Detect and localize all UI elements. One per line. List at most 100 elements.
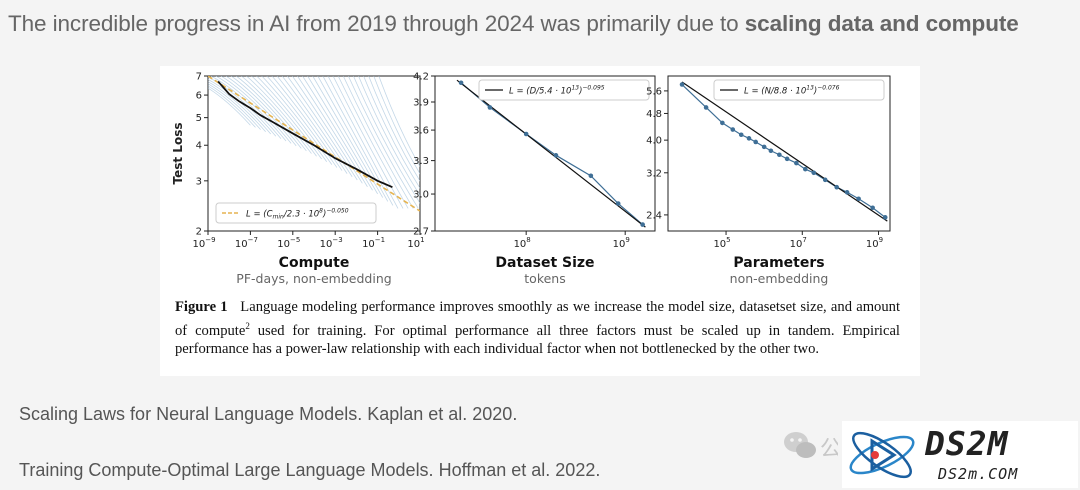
reference-kaplan: Scaling Laws for Neural Language Models.… [19, 404, 518, 424]
data-point [856, 196, 861, 202]
headline-emphasis: scaling data and compute [744, 11, 1019, 36]
data-point [777, 152, 782, 158]
learning-curve [342, 76, 414, 209]
data-point [870, 205, 875, 211]
legend-label: L = (D/5.4 · 1013)−0.095 [509, 85, 605, 97]
data-point [523, 131, 529, 137]
wechat-watermark: 公 [782, 426, 842, 466]
learning-curve [281, 76, 353, 177]
learning-curve [231, 76, 302, 149]
y-tick-label: 3.2 [646, 168, 662, 179]
learning-curve [337, 76, 409, 209]
y-tick-label: 3 [196, 176, 202, 187]
data-point [738, 132, 744, 138]
x-axis-title: Compute [279, 255, 350, 271]
data-point [794, 160, 799, 166]
reference-hoffman: Training Compute-Optimal Large Language … [19, 460, 601, 480]
learning-curve [251, 76, 322, 160]
learning-curve [208, 76, 277, 137]
fit-line [456, 79, 646, 228]
learning-curve [347, 76, 419, 209]
learning-curve [363, 76, 420, 189]
figure-caption: Figure 1 Language modeling performance i… [175, 298, 900, 358]
learning-curve [373, 76, 420, 175]
learning-curve [368, 76, 420, 182]
learning-curve [236, 76, 307, 152]
data-point [720, 120, 725, 126]
data-point [679, 82, 685, 87]
x-axis-subtitle: PF-days, non-embedding [236, 271, 391, 286]
learning-curve [307, 76, 378, 195]
data-point [753, 139, 759, 145]
data-point [553, 153, 559, 158]
x-tick-label: 109 [613, 236, 630, 250]
wechat-char: 公 [820, 437, 838, 462]
compute-frontier [217, 80, 393, 189]
logo-url: DS2m.COM [938, 465, 1019, 483]
learning-curve [271, 76, 343, 171]
logo-text: DS2M [925, 424, 1009, 463]
learning-curve [292, 76, 363, 184]
x-tick-label: 105 [713, 236, 730, 250]
caption-part1: Language modeling performance improves s… [175, 299, 901, 339]
x-tick-label: 107 [790, 236, 807, 250]
data-point [746, 136, 752, 141]
x-tick-label: 101 [407, 236, 424, 250]
headline: The incredible progress in AI from 2019 … [8, 11, 1019, 37]
caption-part2: used for training. For optimal performan… [175, 322, 900, 357]
x-axis-subtitle: tokens [524, 271, 565, 286]
data-point [703, 105, 709, 110]
learning-curve [322, 76, 394, 206]
y-tick-label: 2.4 [646, 210, 662, 221]
data-point [615, 201, 621, 206]
fit-line [681, 81, 888, 222]
figure-panel: 10−9 10−7 10−5 10−3 10−1 101 2 3 4 5 6 7 L = (Cmin/2… [160, 66, 920, 376]
legend-label: L = (N/8.8 · 1013)−0.076 [744, 85, 840, 97]
data-point [844, 190, 850, 195]
wechat-icon: 公 [784, 432, 842, 462]
y-tick-label: 2.7 [413, 227, 429, 238]
data-point [811, 170, 817, 176]
learning-curve [312, 76, 384, 198]
headline-prefix: The incredible progress in AI from 2019 … [8, 11, 745, 36]
y-tick-label: 5.6 [646, 86, 662, 97]
data-point [487, 105, 493, 110]
x-axis-title: Dataset Size [495, 255, 594, 271]
data-point [882, 215, 888, 220]
learning-curve [226, 76, 297, 147]
data-point [834, 184, 840, 190]
y-tick-label: 3.3 [413, 156, 429, 167]
y-tick-label: 4.2 [413, 72, 429, 83]
x-tick-label: 10−5 [277, 236, 300, 250]
data-point [730, 127, 736, 132]
learning-curve [276, 76, 348, 174]
data-point [822, 177, 828, 183]
data-point [768, 148, 774, 154]
legend: L = (D/5.4 · 1013)−0.095 [478, 79, 650, 101]
data-point [784, 156, 790, 162]
legend: L = (Cmin/2.3 · 108)−0.050 [215, 202, 377, 224]
x-tick-label: 10−7 [235, 236, 258, 250]
y-tick-label: 2 [196, 227, 202, 238]
y-tick-label: 4 [196, 141, 202, 152]
plot-area [208, 76, 420, 212]
y-tick-label: 7 [196, 72, 202, 83]
learning-curve [286, 76, 358, 181]
data-point [458, 80, 464, 86]
y-tick-label: 3.0 [413, 190, 429, 201]
x-axis-subtitle: non-embedding [730, 271, 829, 286]
y-tick-label: 4.0 [646, 136, 662, 147]
chart-parameters: 105 107 109 2.4 3.2 4.0 4.8 5.6 L = (N/8.8 · 101… [646, 75, 891, 286]
legend-box [478, 79, 650, 101]
learning-curve [256, 76, 328, 162]
learning-curve [208, 81, 266, 133]
plot-area [679, 81, 888, 222]
x-tick-label: 10−3 [320, 236, 343, 250]
learning-curve [378, 76, 420, 168]
learning-curve [261, 76, 333, 165]
y-tick-label: 3.9 [413, 97, 429, 108]
plot-area [456, 79, 646, 228]
chart-compute: 10−9 10−7 10−5 10−3 10−1 101 2 3 4 5 6 7 L = (Cmin/2… [171, 72, 425, 287]
learning-curve [332, 76, 404, 209]
fit-line [208, 76, 420, 212]
